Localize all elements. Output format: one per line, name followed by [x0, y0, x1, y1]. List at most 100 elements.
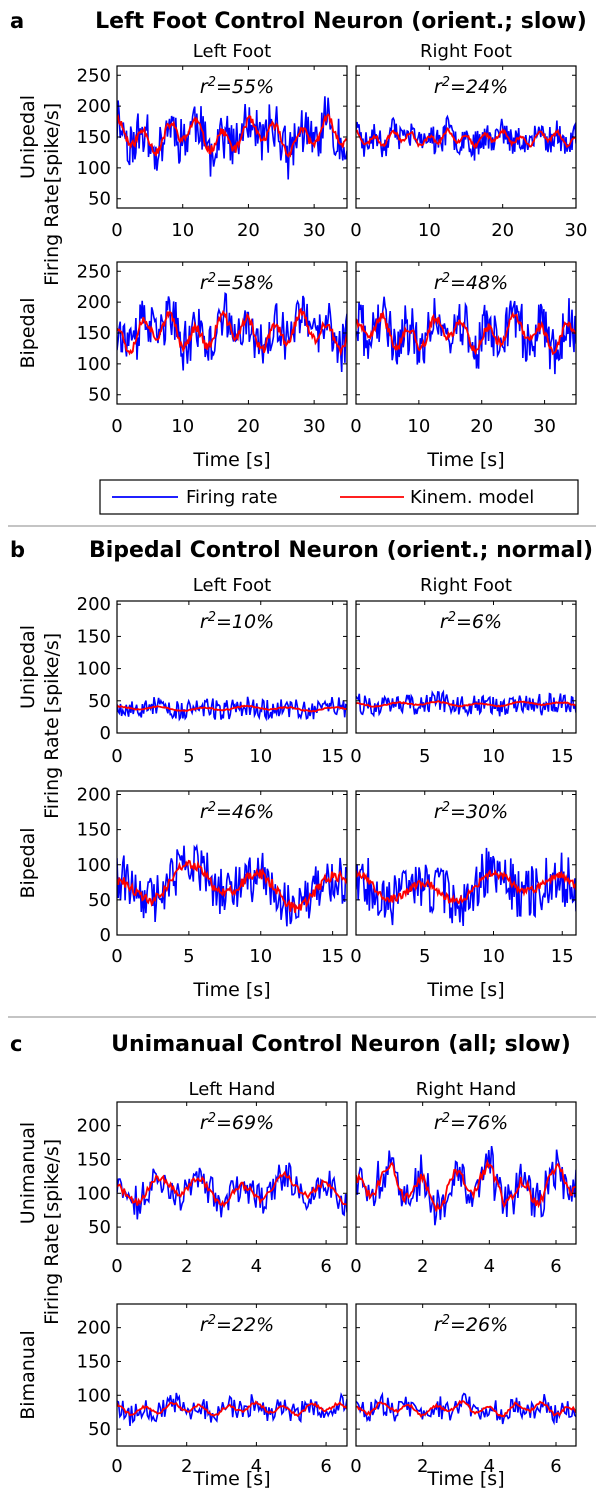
firing-rate-line	[356, 847, 576, 927]
y-tick-label: 100	[77, 1183, 111, 1204]
x-tick-label: 10	[482, 746, 505, 767]
y-tick-label: 200	[77, 96, 111, 117]
r2-annotation: r2=22%	[200, 1313, 274, 1336]
kinematic-model-line	[356, 310, 576, 356]
x-axis-label: Time [s]	[192, 979, 270, 1001]
x-tick-label: 15	[321, 946, 344, 967]
x-tick-label: 15	[551, 746, 574, 767]
y-tick-label: 150	[77, 127, 111, 148]
y-axis-label: Firing Rate	[41, 1223, 63, 1325]
x-tick-label: 20	[491, 220, 514, 241]
r2-annotation: r2=46%	[200, 800, 274, 823]
x-tick-label: 0	[350, 416, 361, 437]
x-tick-label: 15	[321, 746, 344, 767]
firing-rate-line	[356, 1145, 576, 1226]
x-tick-label: 4	[484, 1456, 495, 1477]
firing-rate-line	[117, 96, 347, 180]
r2-annotation: r2=76%	[434, 1111, 508, 1134]
x-tick-label: 6	[550, 1456, 561, 1477]
y-axis-label: Firing Rate	[41, 717, 63, 819]
x-tick-label: 10	[249, 746, 272, 767]
x-tick-label: 10	[482, 946, 505, 967]
x-tick-label: 6	[320, 1256, 331, 1277]
r2-annotation: r2=58%	[200, 271, 274, 294]
firing-rate-line	[356, 689, 576, 718]
x-tick-label: 0	[111, 1256, 122, 1277]
y-tick-label: 200	[77, 594, 111, 615]
x-tick-label: 5	[419, 746, 430, 767]
y-tick-label: 100	[77, 855, 111, 876]
kinematic-model-line	[117, 307, 347, 357]
x-axis-label: Time [s]	[192, 1468, 270, 1489]
axes-box	[116, 600, 348, 734]
x-tick-label: 30	[565, 220, 588, 241]
x-tick-label: 20	[470, 416, 493, 437]
x-tick-label: 30	[303, 220, 326, 241]
subplot: 50 100 150 200 0 2 4 6 r2=69%	[77, 1101, 348, 1277]
y-axis-unit: [spike/s]	[41, 633, 63, 713]
r2-annotation: r2=26%	[434, 1313, 508, 1336]
x-axis-label: Time [s]	[426, 979, 504, 1001]
axes-box	[355, 600, 577, 734]
y-tick-label: 150	[77, 323, 111, 344]
x-axis-label: Time [s]	[426, 449, 504, 471]
firing-rate-line	[117, 696, 347, 722]
y-tick-label: 100	[77, 158, 111, 179]
column-title: Left Foot	[193, 575, 271, 596]
x-axis-label: Time [s]	[192, 449, 270, 471]
legend-box	[99, 479, 579, 515]
r2-annotation: r2=24%	[434, 75, 508, 98]
y-axis-label: Firing Rate	[41, 184, 63, 286]
y-tick-label: 150	[77, 626, 111, 647]
r2-annotation: r2=30%	[434, 800, 508, 823]
y-tick-label: 200	[77, 1318, 111, 1339]
row-title: Unipedal	[17, 625, 39, 709]
legend-model-label: Kinem. model	[410, 487, 534, 508]
kinematic-model-line	[356, 868, 576, 905]
x-tick-label: 30	[303, 416, 326, 437]
subplot: 0 5 10 15 r2=6%	[350, 600, 577, 767]
panel-label: c	[10, 1032, 22, 1056]
x-tick-label: 15	[551, 946, 574, 967]
r2-annotation: r2=69%	[200, 1111, 274, 1134]
row-title: Unimanual	[17, 1122, 39, 1224]
r2-annotation: r2=10%	[200, 610, 274, 633]
subplot: 0 10 20 30 r2=48%	[350, 261, 577, 437]
y-tick-label: 200	[77, 785, 111, 806]
x-tick-label: 0	[350, 220, 361, 241]
y-axis-unit: [spike/s]	[41, 1139, 63, 1219]
column-title: Right Foot	[420, 575, 512, 596]
kinematic-model-line	[356, 127, 576, 150]
x-tick-label: 0	[350, 1456, 361, 1477]
kinematic-model-line	[117, 704, 347, 713]
firing-rate-line	[356, 296, 576, 375]
kinematic-model-line	[117, 1170, 347, 1208]
y-tick-label: 200	[77, 292, 111, 313]
x-tick-label: 2	[417, 1456, 428, 1477]
y-axis-unit: [spike/s]	[41, 103, 63, 183]
x-tick-label: 0	[111, 946, 122, 967]
subplot: 0 5 10 15 r2=30%	[350, 790, 577, 967]
r2-annotation: r2=6%	[440, 610, 502, 633]
subplot: 50 100 150 200 0 2 4 6 r2=22%	[77, 1303, 348, 1477]
column-title: Left Foot	[193, 41, 271, 62]
subplot: 0 50 100 150 200 0 5 10 15 r2=10%	[77, 594, 348, 767]
firing-rate-line	[117, 1162, 347, 1220]
row-title: Bipedal	[17, 297, 39, 368]
column-title: Right Foot	[420, 41, 512, 62]
x-tick-label: 0	[111, 416, 122, 437]
x-tick-label: 5	[183, 746, 194, 767]
y-tick-label: 50	[88, 890, 111, 911]
legend: Firing rate Kinem. model	[99, 479, 579, 515]
y-tick-label: 50	[88, 189, 111, 210]
x-tick-label: 2	[417, 1256, 428, 1277]
x-tick-label: 10	[418, 220, 441, 241]
x-tick-label: 5	[419, 946, 430, 967]
x-tick-label: 10	[249, 946, 272, 967]
subplot: 0 2 4 6 r2=26%	[350, 1303, 577, 1477]
panel-title: Left Foot Control Neuron (orient.; slow)	[95, 9, 587, 34]
row-title: Bimanual	[17, 1330, 39, 1419]
axes-box	[116, 1101, 348, 1245]
axes-box	[355, 1101, 577, 1245]
panel-label: a	[10, 9, 24, 33]
